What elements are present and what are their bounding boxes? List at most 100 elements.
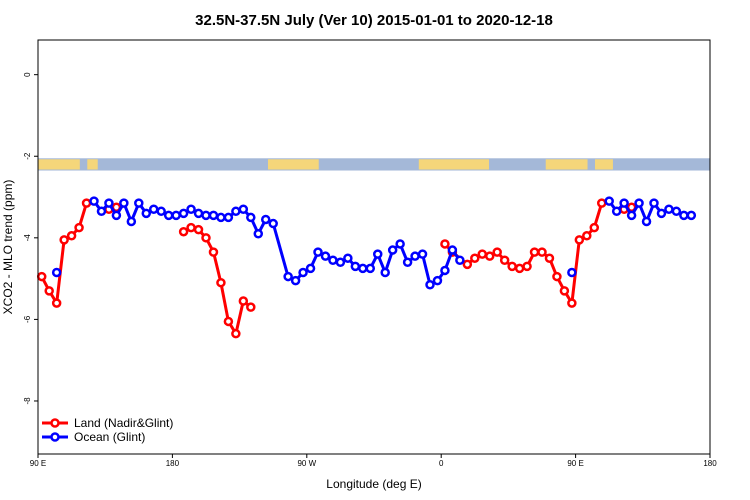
map-ocean	[38, 158, 710, 171]
y-axis: 0 -2 -4 -6 -8	[23, 72, 38, 405]
data-point	[410, 251, 420, 261]
data-point	[589, 222, 600, 233]
data-point	[171, 210, 181, 221]
data-point	[447, 245, 458, 255]
legend-marker	[50, 418, 60, 428]
data-point	[492, 247, 502, 257]
data-point	[477, 249, 488, 259]
map-land	[418, 159, 489, 170]
data-point	[246, 302, 256, 312]
data-point	[679, 210, 689, 221]
data-point	[664, 204, 674, 215]
data-point	[216, 212, 226, 223]
y-tick-label: -4	[23, 234, 32, 242]
data-point	[119, 198, 129, 208]
plot-frame	[37, 39, 711, 455]
series-0	[36, 198, 637, 339]
chart-title: 32.5N-37.5N July (Ver 10) 2015-01-01 to …	[195, 12, 553, 29]
x-tick-label: 180	[166, 459, 180, 468]
data-point	[649, 198, 659, 208]
data-point	[380, 267, 390, 278]
data-point	[343, 253, 353, 263]
data-point	[387, 245, 398, 255]
data-point	[417, 249, 428, 259]
x-tick-label: 180	[703, 459, 717, 468]
data-point	[619, 198, 629, 208]
data-point	[395, 239, 405, 249]
data-point	[537, 247, 547, 257]
data-point	[574, 235, 585, 245]
data-point	[596, 198, 607, 208]
data-point	[372, 249, 383, 259]
data-point	[178, 226, 189, 237]
data-point	[358, 263, 368, 274]
data-point	[313, 247, 323, 257]
data-point	[656, 208, 667, 219]
data-point	[335, 257, 346, 268]
x-axis: 90 E 180 90 W 0 90 E 180	[30, 454, 717, 468]
data-point	[365, 263, 376, 274]
x-tick-label: 90 E	[30, 459, 46, 468]
data-point	[425, 279, 435, 290]
data-point	[320, 251, 331, 261]
data-point	[671, 206, 682, 217]
data-point	[470, 253, 480, 263]
legend: Land (Nadir&Glint)Ocean (Glint)	[42, 416, 173, 444]
data-point	[223, 212, 234, 223]
data-point	[148, 204, 159, 215]
data-point	[231, 206, 241, 217]
data-point	[440, 265, 450, 276]
data-point	[298, 267, 308, 278]
data-point	[186, 222, 196, 233]
world-map-strip	[38, 158, 710, 171]
data-point	[567, 298, 577, 308]
series-1	[51, 196, 697, 290]
data-point	[193, 224, 204, 235]
data-point	[440, 239, 450, 249]
data-point	[81, 198, 92, 208]
x-tick-label: 0	[439, 459, 444, 468]
data-point	[634, 198, 644, 208]
y-axis-label: XCO2 - MLO trend (ppm)	[1, 180, 15, 315]
x-axis-label: Longitude (deg E)	[326, 477, 421, 491]
data-point	[246, 212, 256, 223]
x-tick-label: 90 W	[297, 459, 316, 468]
data-point	[231, 328, 241, 339]
data-point	[283, 271, 293, 282]
data-point	[163, 210, 174, 221]
legend-marker	[50, 432, 60, 442]
data-point	[514, 263, 525, 274]
data-point	[604, 196, 614, 206]
y-tick-label: 0	[23, 72, 32, 77]
data-point	[134, 198, 144, 208]
data-point	[268, 218, 278, 229]
data-point	[51, 298, 62, 308]
data-point	[686, 210, 697, 221]
data-point	[208, 247, 219, 257]
map-land	[267, 159, 319, 170]
data-point	[328, 255, 338, 266]
data-point	[529, 247, 540, 257]
data-point	[582, 231, 592, 241]
data-point	[178, 208, 189, 219]
map-land	[595, 159, 613, 170]
data-point	[59, 235, 69, 245]
data-point	[201, 233, 211, 243]
x-tick-label: 90 E	[567, 459, 583, 468]
data-point	[44, 286, 54, 296]
data-point	[111, 210, 122, 221]
map-land	[38, 159, 80, 170]
data-point	[186, 204, 196, 215]
data-point	[462, 259, 473, 270]
map-land	[545, 159, 588, 170]
legend-label: Ocean (Glint)	[74, 430, 145, 444]
data-point	[126, 216, 137, 227]
y-tick-label: -2	[23, 152, 32, 160]
data-point	[74, 222, 84, 233]
series-layer	[36, 196, 697, 339]
y-tick-label: -8	[23, 397, 32, 405]
data-point	[36, 271, 47, 282]
data-point	[402, 257, 413, 268]
data-point	[208, 210, 219, 221]
